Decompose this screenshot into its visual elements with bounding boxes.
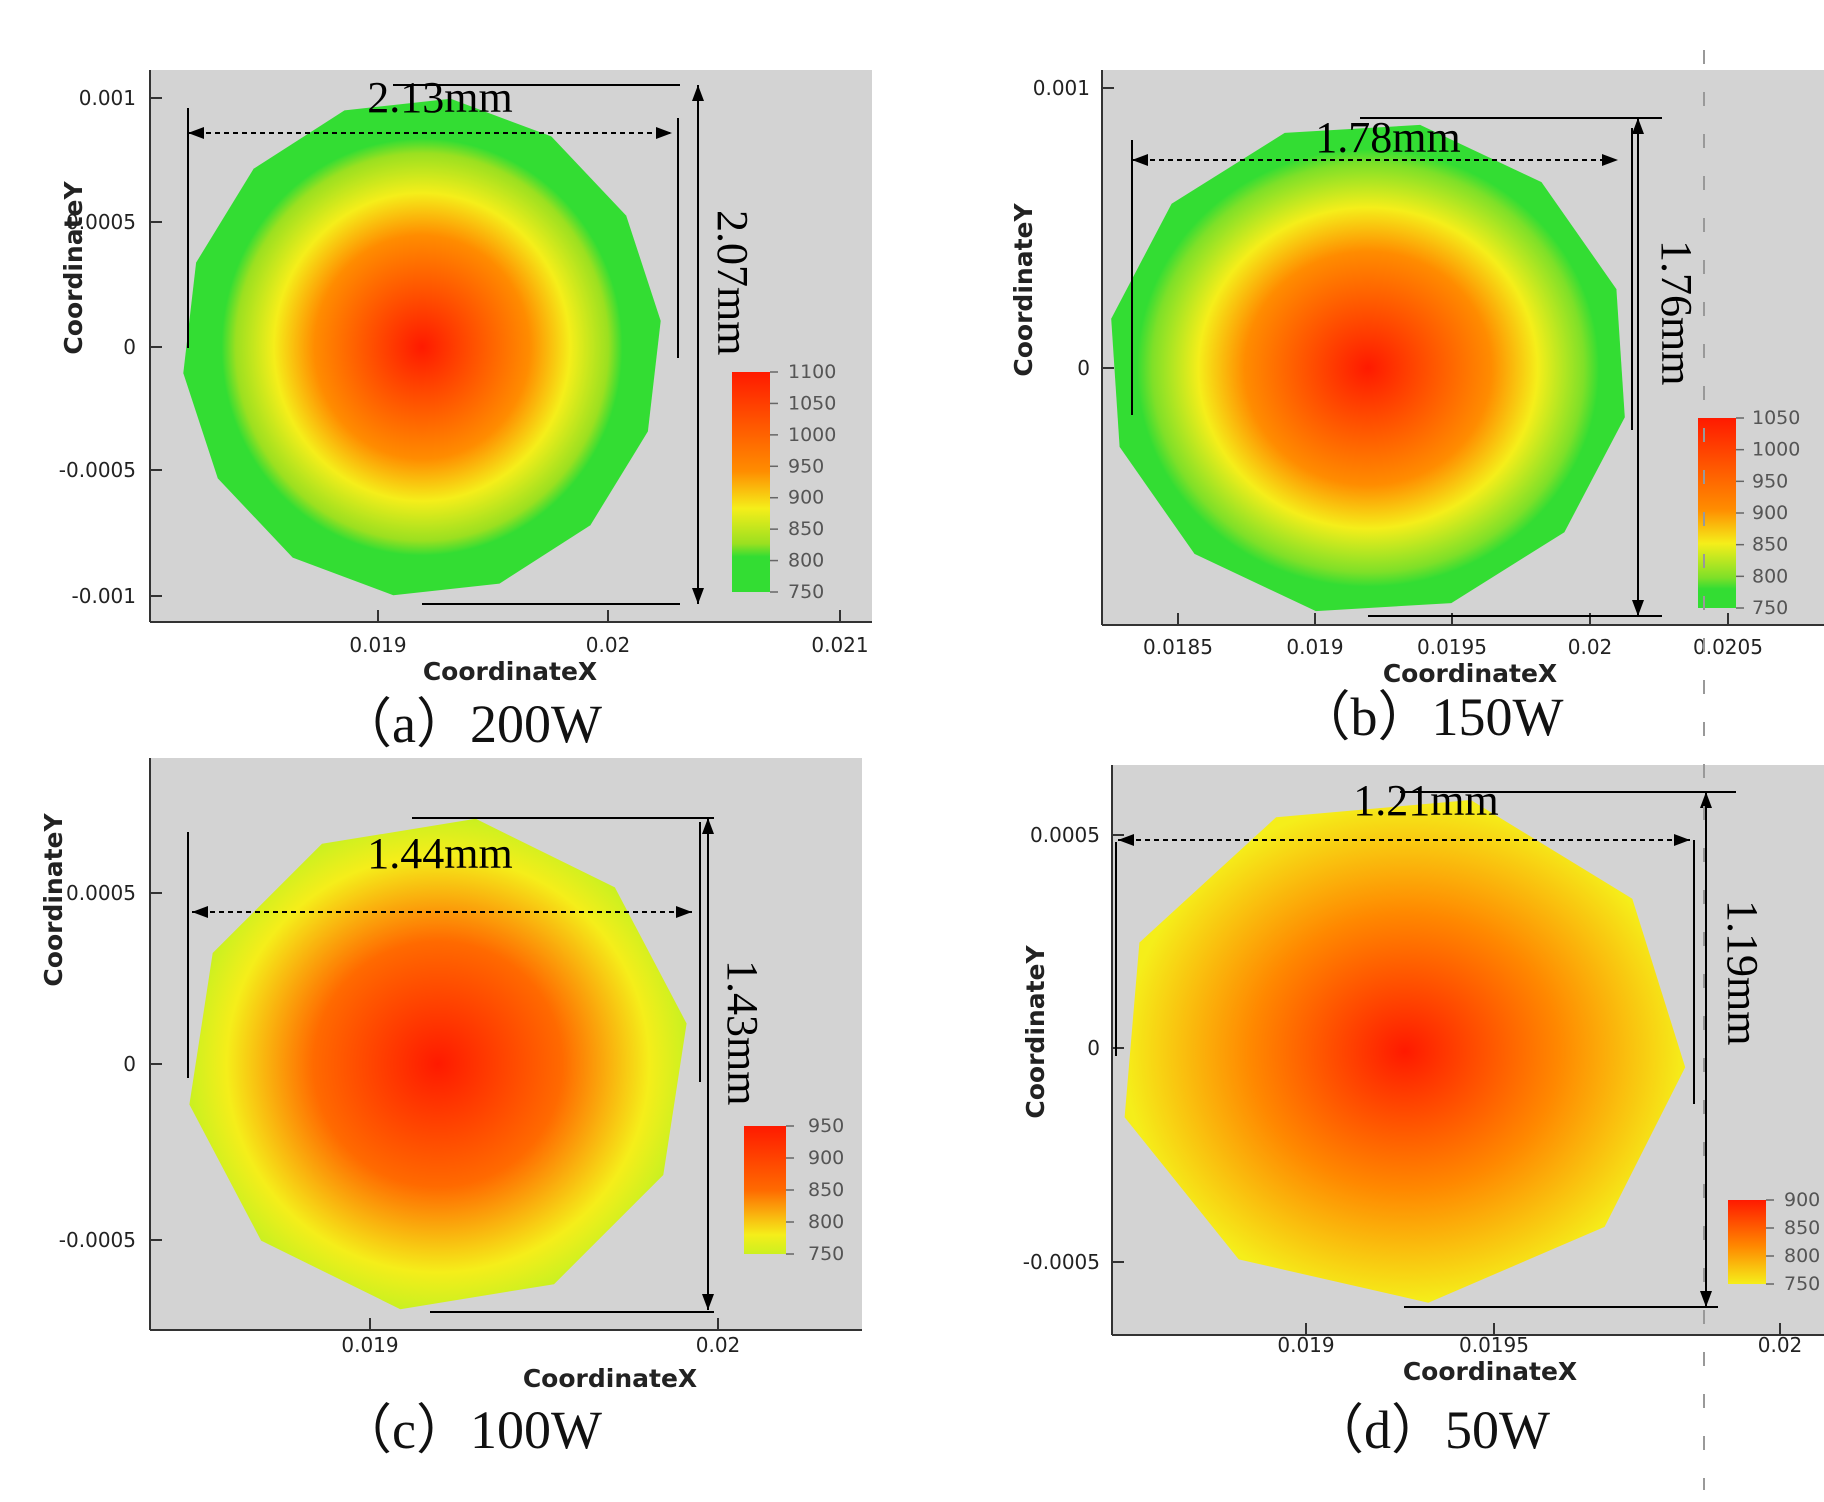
y-tick-label: 0 [123, 335, 136, 359]
x-axis-label: CoordinateX [1403, 1357, 1577, 1386]
x-tick-label: 0.019 [341, 1333, 398, 1357]
y-tick-label: 0.0005 [66, 210, 136, 234]
x-tick-label: 0.02 [1758, 1333, 1803, 1357]
panel-caption: （a）200W [338, 694, 602, 754]
panel-b: 0.0185 0.019 0.0195 0.02 0.02050.0010Coordin… [1009, 70, 1824, 747]
x-axis-label: CoordinateX [523, 1364, 697, 1393]
colorbar-label: 850 [1784, 1217, 1820, 1239]
colorbar-label: 850 [788, 518, 824, 540]
colorbar-label: 850 [1752, 534, 1788, 556]
arrow-right-icon [1674, 834, 1690, 846]
y-axis-label: CoordinateY [1021, 945, 1050, 1119]
arrow-left-icon [1118, 834, 1134, 846]
arrow-down-icon [702, 1294, 714, 1310]
x-tick-label: 0.019 [1286, 635, 1343, 659]
x-tick-label: 0.0195 [1417, 635, 1487, 659]
x-tick-label: 0.021 [811, 633, 868, 657]
colorbar-label: 950 [808, 1115, 844, 1137]
arrow-up-icon [692, 85, 704, 101]
y-tick-label: 0 [1077, 356, 1090, 380]
width-label: 1.78mm [1315, 113, 1460, 162]
y-tick-label: 0.0005 [66, 881, 136, 905]
colorbar-label: 950 [1752, 470, 1788, 492]
arrow-up-icon [702, 818, 714, 834]
temperature-field [1111, 124, 1625, 612]
panel-a: 0.019 0.02 0.021 0.001 0.0005 0 -0.0005 -0.001 C… [59, 70, 872, 754]
panel-c: 0.019 0.02 0.0005 0 -0.0005 CoordinateX Coordi… [39, 758, 862, 1460]
colorbar-label: 1100 [788, 361, 836, 383]
y-tick-label: 0 [1087, 1036, 1100, 1060]
panel-caption: （b）150W [1297, 687, 1564, 747]
colorbar-label: 950 [788, 455, 824, 477]
height-label: 1.76mm [1652, 240, 1701, 385]
x-axis-label: CoordinateX [423, 657, 597, 686]
y-tick-label: 0.001 [79, 86, 136, 110]
y-tick-label: 0.001 [1033, 76, 1090, 100]
y-tick-label: -0.0005 [59, 458, 136, 482]
width-label: 2.13mm [367, 73, 512, 122]
colorbar-label: 800 [1752, 565, 1788, 587]
panel-caption: （c）100W [338, 1400, 602, 1460]
x-tick-label: 0.02 [1568, 635, 1613, 659]
y-tick-label: 0 [123, 1052, 136, 1076]
colorbar-label: 1050 [788, 392, 836, 414]
colorbar-label: 800 [808, 1211, 844, 1233]
colorbar-label: 900 [1784, 1189, 1820, 1211]
width-label: 1.21mm [1353, 776, 1498, 825]
y-tick-label: -0.001 [72, 584, 136, 608]
height-label: 1.19mm [1718, 900, 1767, 1045]
height-label: 1.43mm [718, 960, 767, 1105]
y-tick-label: -0.0005 [1023, 1250, 1100, 1274]
temperature-field [189, 818, 687, 1310]
colorbar-label: 850 [808, 1179, 844, 1201]
arrow-left-icon [1132, 154, 1148, 166]
arrow-down-icon [692, 588, 704, 604]
colorbar-label: 900 [808, 1147, 844, 1169]
arrow-right-icon [656, 127, 672, 139]
arrow-up-icon [1700, 792, 1712, 808]
width-label: 1.44mm [367, 829, 512, 878]
height-label: 2.07mm [708, 210, 757, 355]
colorbar-label: 750 [788, 581, 824, 603]
colorbar-label: 1000 [1752, 439, 1800, 461]
arrow-down-icon [1632, 600, 1644, 616]
x-axis-label: CoordinateX [1383, 659, 1557, 688]
colorbar-label: 900 [788, 487, 824, 509]
colorbar [744, 1126, 786, 1254]
panel-d: 0.019 0.0195 0.02 0.0005 0 -0.0005 CoordinateX… [1021, 765, 1824, 1460]
x-tick-label: 0.02 [696, 1333, 741, 1357]
colorbar-label: 750 [1784, 1273, 1820, 1295]
colorbar-label: 750 [808, 1243, 844, 1265]
colorbar-label: 750 [1752, 597, 1788, 619]
y-axis-label: CoordinateY [59, 181, 88, 355]
panel-caption: （d）50W [1310, 1400, 1550, 1460]
temperature-field [1124, 800, 1686, 1303]
colorbar-label: 900 [1752, 502, 1788, 524]
x-tick-label: 0.019 [349, 633, 406, 657]
y-axis-label: CoordinateY [39, 813, 68, 987]
arrow-down-icon [1700, 1291, 1712, 1307]
x-tick-label: 0.019 [1277, 1333, 1334, 1357]
y-axis-label: CoordinateY [1009, 203, 1038, 377]
x-tick-label: 0.0195 [1459, 1333, 1529, 1357]
colorbar-label: 800 [1784, 1245, 1820, 1267]
colorbar-label: 1050 [1752, 407, 1800, 429]
colorbar [1728, 1200, 1766, 1284]
arrow-up-icon [1632, 118, 1644, 134]
arrow-right-icon [676, 906, 692, 918]
colorbar-label: 1000 [788, 424, 836, 446]
colorbar [732, 372, 770, 592]
temperature-field [183, 98, 661, 596]
x-tick-label: 0.02 [586, 633, 631, 657]
arrow-right-icon [1602, 154, 1618, 166]
x-tick-label: 0.0185 [1143, 635, 1213, 659]
arrow-left-icon [192, 906, 208, 918]
y-tick-label: 0.0005 [1030, 823, 1100, 847]
arrow-left-icon [188, 127, 204, 139]
y-tick-label: -0.0005 [59, 1228, 136, 1252]
colorbar-label: 800 [788, 550, 824, 572]
